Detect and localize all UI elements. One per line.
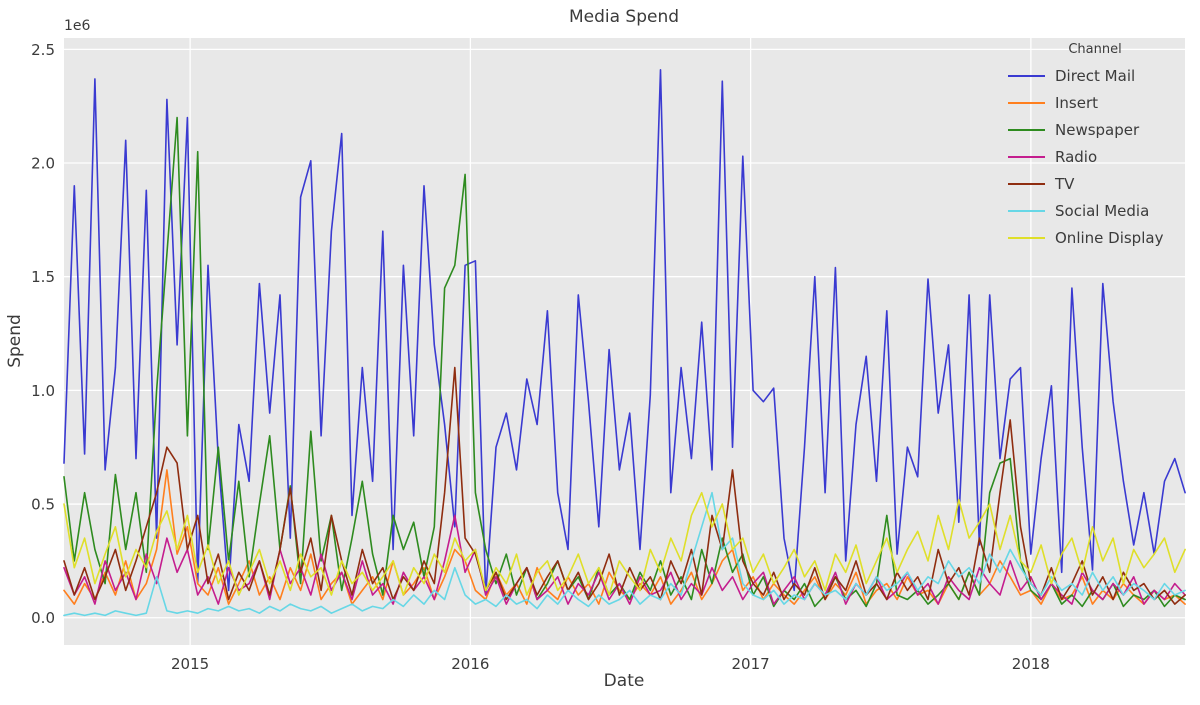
legend-item-label: Social Media	[1055, 201, 1150, 220]
legend-item-label: Insert	[1055, 93, 1099, 112]
legend-line-swatch	[1008, 182, 1045, 185]
legend-item-direct-mail: Direct Mail	[1002, 62, 1188, 89]
x-tick-label: 2018	[1012, 655, 1050, 673]
y-tick-label: 1.5	[31, 268, 55, 286]
legend-item-label: Newspaper	[1055, 120, 1140, 139]
legend-line-swatch	[1008, 155, 1045, 158]
legend-line-swatch	[1008, 209, 1045, 212]
x-tick-label: 2015	[171, 655, 209, 673]
legend-title: Channel	[1068, 42, 1122, 57]
legend-item-label: Direct Mail	[1055, 66, 1136, 85]
series-line-direct-mail	[63, 69, 1186, 596]
x-tick-label: 2016	[451, 655, 489, 673]
legend-line-swatch	[1008, 74, 1045, 77]
legend-item-tv: TV	[1002, 170, 1188, 197]
series-line-radio	[63, 514, 1186, 605]
legend-item-online-display: Online Display	[1002, 224, 1188, 251]
legend-item-newspaper: Newspaper	[1002, 116, 1188, 143]
series-line-tv	[63, 366, 1186, 605]
legend-item-label: Online Display	[1055, 228, 1164, 247]
x-axis-label: Date	[603, 671, 645, 691]
legend-item-label: TV	[1055, 174, 1075, 193]
tick-labels: 0.0 0.5 1.0 1.5 2.0 2.5 2015 2016 2017 2018	[31, 41, 1050, 673]
y-tick-label: 2.0	[31, 155, 55, 173]
legend-line-swatch	[1008, 236, 1045, 239]
y-tick-label: 1.0	[31, 382, 55, 400]
series-line-social-media	[63, 491, 1186, 617]
x-tick-label: 2017	[732, 655, 770, 673]
legend-line-swatch	[1008, 128, 1045, 131]
y-tick-label: 0.0	[31, 609, 55, 627]
y-axis-offset-text: 1e6	[64, 18, 91, 34]
y-tick-label: 0.5	[31, 496, 55, 514]
legend-item-label: Radio	[1055, 147, 1098, 166]
legend-line-swatch	[1008, 101, 1045, 104]
y-tick-label: 2.5	[31, 41, 55, 59]
series-line-online-display	[63, 491, 1186, 596]
legend-rows: Direct Mail Insert Newspaper Radio TV Social …	[1002, 62, 1188, 251]
y-axis-label: Spend	[5, 314, 25, 368]
legend: Channel Direct Mail Insert Newspaper Radio T…	[1002, 42, 1188, 251]
chart-title: Media Spend	[568, 7, 680, 27]
series-lines	[63, 69, 1186, 617]
legend-item-radio: Radio	[1002, 143, 1188, 170]
legend-item-social-media: Social Media	[1002, 197, 1188, 224]
legend-item-insert: Insert	[1002, 89, 1188, 116]
series-line-newspaper	[63, 116, 1186, 608]
